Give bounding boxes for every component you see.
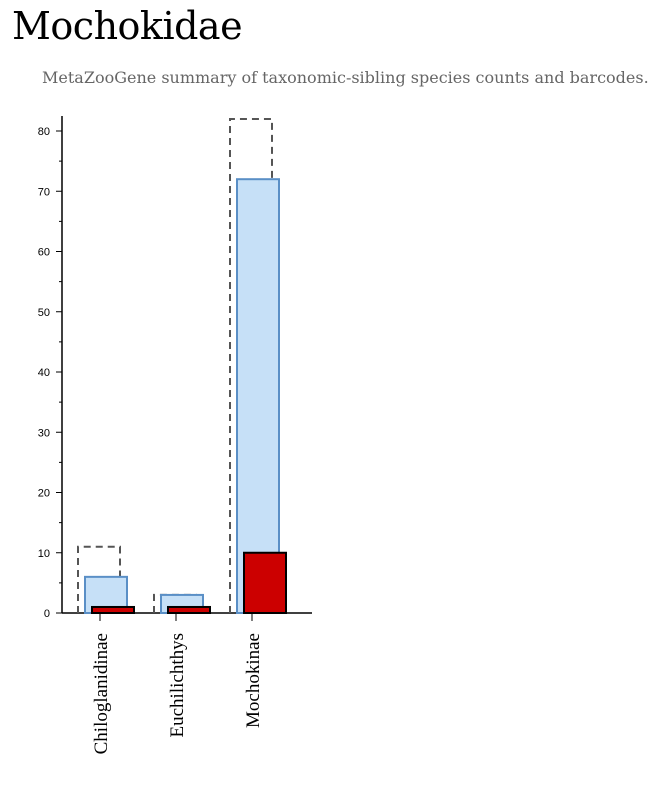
y-tick-label: 80 bbox=[38, 126, 50, 138]
bar-barcodes bbox=[243, 551, 287, 614]
x-category-label: Mochokinae bbox=[243, 633, 264, 728]
y-tick-label: 40 bbox=[38, 367, 50, 379]
x-category-label: Euchilichthys bbox=[167, 633, 188, 737]
y-tick-label: 0 bbox=[44, 608, 50, 620]
bar-species bbox=[236, 178, 280, 614]
y-tick-label: 50 bbox=[38, 307, 50, 319]
y-tick-label: 30 bbox=[38, 427, 50, 439]
y-tick-label: 60 bbox=[38, 247, 50, 259]
bar-barcodes bbox=[91, 605, 135, 614]
y-tick-label: 10 bbox=[38, 548, 50, 560]
page-title: Mochokidae bbox=[12, 4, 243, 48]
x-category-label: Chiloglanidinae bbox=[91, 633, 112, 754]
bar-barcodes bbox=[167, 605, 211, 614]
bar-total-outline bbox=[77, 545, 121, 613]
y-tick-label: 20 bbox=[38, 488, 50, 500]
y-tick-label: 70 bbox=[38, 186, 50, 198]
page-subtitle: MetaZooGene summary of taxonomic-sibling… bbox=[42, 68, 649, 87]
